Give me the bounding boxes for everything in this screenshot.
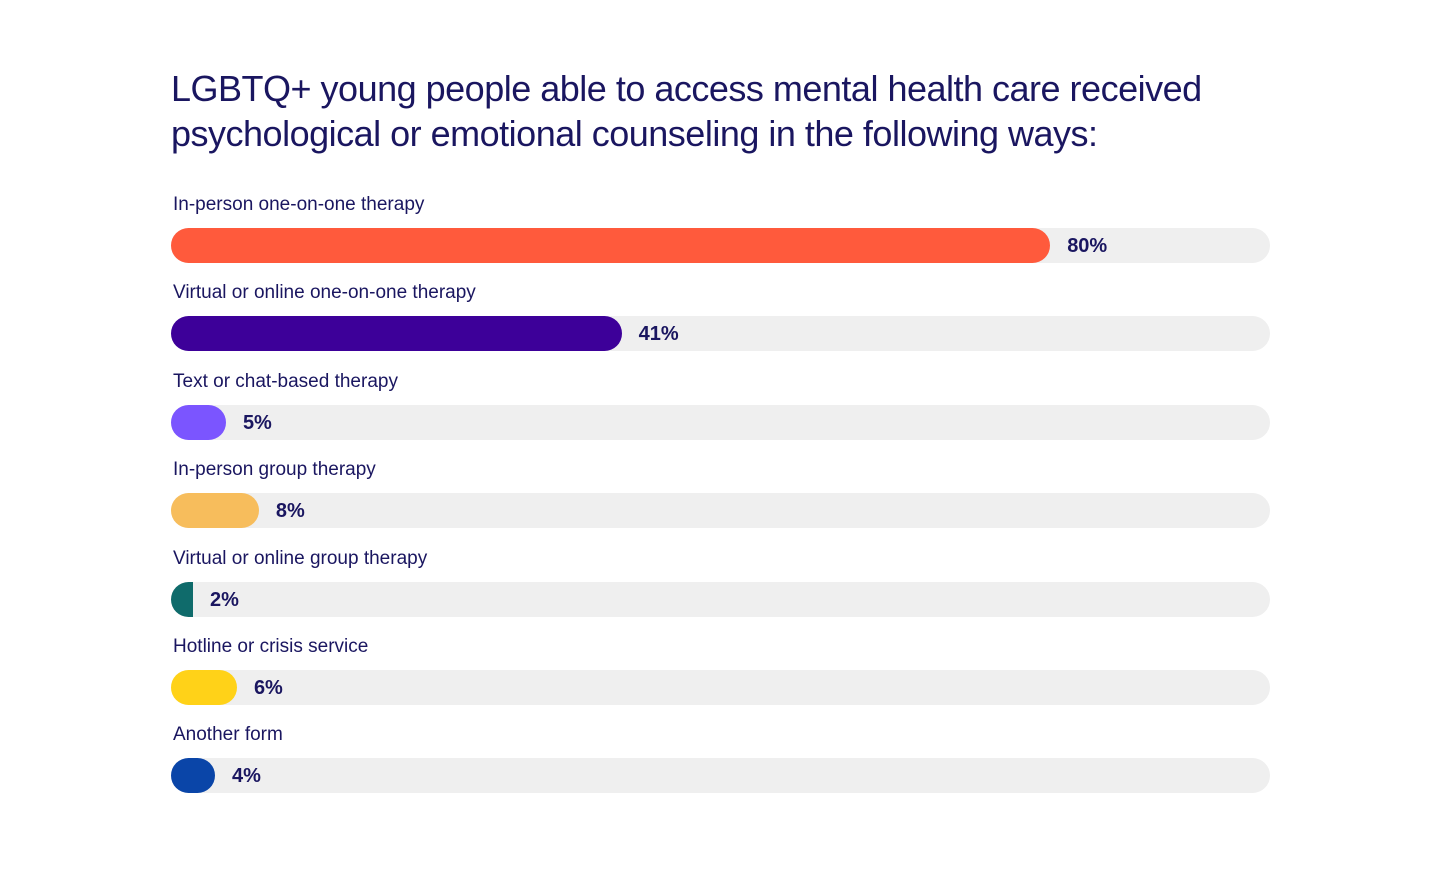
bar <box>171 316 622 352</box>
category-label: Text or chat-based therapy <box>173 370 398 392</box>
bar-row: Virtual or online one-on-one therapy 41% <box>171 276 1270 356</box>
value-label: 80% <box>1067 235 1108 257</box>
bar-track <box>171 581 1270 617</box>
bar-row: In-person one-on-one therapy 80% <box>171 188 1270 268</box>
bar <box>171 670 237 705</box>
bar-row: Virtual or online group therapy 2% <box>171 542 1270 622</box>
category-label: In-person group therapy <box>173 459 376 481</box>
value-label: 6% <box>253 677 283 699</box>
bar-track <box>171 758 1270 794</box>
category-label: In-person one-on-one therapy <box>173 194 425 215</box>
category-label: Hotline or crisis service <box>173 636 369 657</box>
value-label: 8% <box>275 500 305 523</box>
bar <box>171 228 1051 263</box>
bar-track <box>171 493 1270 529</box>
bar <box>171 493 259 529</box>
bar-row: Another form 4% <box>171 718 1270 798</box>
bar <box>171 581 193 617</box>
bar <box>171 404 226 440</box>
bar-track <box>171 670 1270 705</box>
value-label: 5% <box>242 411 272 434</box>
chart: LGBTQ+ young people able to access menta… <box>171 66 1270 794</box>
bar-track <box>171 404 1270 440</box>
value-label: 41% <box>638 323 679 346</box>
category-label: Virtual or online one-on-one therapy <box>173 282 476 304</box>
bar-row: Hotline or crisis service 6% <box>171 630 1270 710</box>
category-label: Another form <box>173 724 283 746</box>
category-label: Virtual or online group therapy <box>173 547 428 569</box>
chart-title: LGBTQ+ young people able to access menta… <box>171 68 1202 154</box>
bar-track <box>171 316 1270 352</box>
bar-row: In-person group therapy 8% <box>171 453 1270 533</box>
bar <box>171 758 215 794</box>
bar-track <box>171 228 1270 263</box>
bar-row: Text or chat-based therapy 5% <box>171 365 1270 445</box>
value-label: 2% <box>209 588 239 611</box>
value-label: 4% <box>231 765 261 788</box>
